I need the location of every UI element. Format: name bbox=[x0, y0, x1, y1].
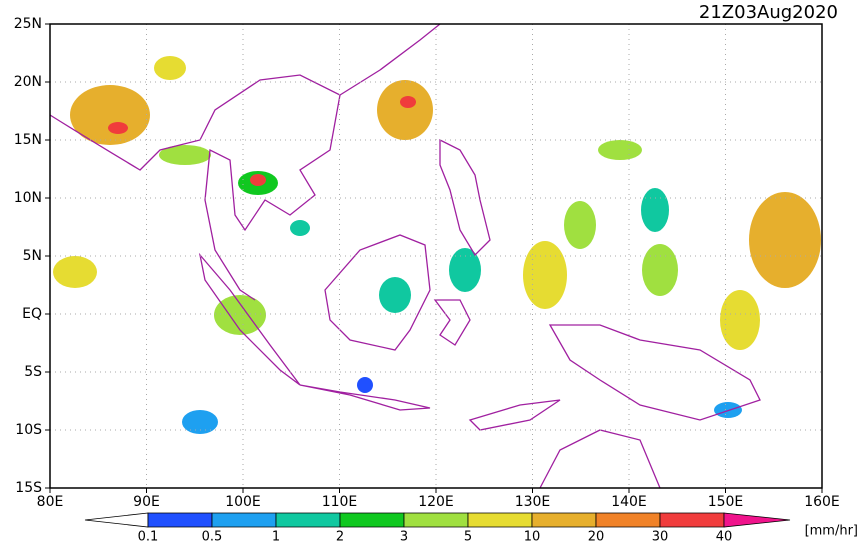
colorbar-label: 30 bbox=[652, 530, 669, 545]
rain-area bbox=[70, 85, 150, 145]
rain-area bbox=[400, 96, 416, 108]
colorbar-units: [mm/hr] bbox=[805, 524, 858, 539]
x-tick-label: 130E bbox=[515, 494, 551, 510]
coastline bbox=[339, 23, 441, 96]
rain-area bbox=[108, 122, 128, 134]
rain-area bbox=[642, 244, 678, 296]
coastline bbox=[324, 234, 431, 351]
y-tick-label: 10N bbox=[14, 190, 42, 206]
rain-area bbox=[449, 248, 481, 292]
x-tick-label: 80E bbox=[37, 494, 64, 510]
y-tick-label: 15N bbox=[14, 132, 42, 148]
y-tick-label: 25N bbox=[14, 16, 42, 32]
colorbar-swatch bbox=[403, 512, 469, 528]
colorbar-label: 40 bbox=[716, 530, 733, 545]
rain-area bbox=[250, 174, 266, 186]
rain-area bbox=[182, 410, 218, 434]
rain-area bbox=[749, 192, 821, 288]
colorbar-swatch bbox=[467, 512, 533, 528]
colorbar-label: 5 bbox=[464, 530, 472, 545]
coastline bbox=[539, 429, 661, 489]
x-tick-label: 160E bbox=[804, 494, 840, 510]
title: 21Z03Aug2020 bbox=[699, 2, 838, 23]
rain-area bbox=[379, 277, 411, 313]
colorbar-swatch bbox=[211, 512, 277, 528]
rain-area bbox=[159, 145, 211, 165]
y-tick-label: EQ bbox=[22, 306, 42, 322]
coastline bbox=[198, 252, 301, 386]
y-tick-label: 10S bbox=[15, 422, 42, 438]
rain-area bbox=[377, 80, 433, 140]
x-tick-label: 110E bbox=[322, 494, 358, 510]
colorbar-label: 0.5 bbox=[202, 530, 223, 545]
colorbar-label: 10 bbox=[524, 530, 541, 545]
colorbar-label: 2 bbox=[336, 530, 344, 545]
coastline bbox=[299, 384, 431, 411]
x-tick-label: 150E bbox=[708, 494, 744, 510]
colorbar-swatch bbox=[723, 512, 791, 528]
x-tick-label: 140E bbox=[611, 494, 647, 510]
colorbar-swatch bbox=[147, 512, 213, 528]
colorbar-swatch bbox=[275, 512, 341, 528]
x-tick-label: 90E bbox=[133, 494, 160, 510]
rain-area bbox=[598, 140, 642, 160]
rain-area bbox=[290, 220, 310, 236]
coastline bbox=[439, 138, 491, 257]
colorbar-label: 0.1 bbox=[138, 530, 159, 545]
x-tick-label: 120E bbox=[418, 494, 454, 510]
colorbar-label: 20 bbox=[588, 530, 605, 545]
rain-area bbox=[641, 188, 669, 232]
rain-area bbox=[523, 241, 567, 309]
y-tick-label: 15S bbox=[15, 480, 42, 496]
y-tick-label: 20N bbox=[14, 74, 42, 90]
colorbar-swatch bbox=[339, 512, 405, 528]
coastline bbox=[548, 324, 761, 421]
colorbar-swatch bbox=[595, 512, 661, 528]
colorbar-swatch bbox=[84, 512, 149, 528]
x-tick-label: 100E bbox=[225, 494, 261, 510]
rain-area bbox=[53, 256, 97, 288]
colorbar-label: 3 bbox=[400, 530, 408, 545]
coastline bbox=[433, 299, 471, 346]
coastline bbox=[468, 399, 561, 431]
rain-area bbox=[564, 201, 596, 249]
coastline bbox=[49, 74, 341, 301]
rain-area bbox=[154, 56, 186, 80]
colorbar-label: 1 bbox=[272, 530, 280, 545]
y-tick-label: 5N bbox=[23, 248, 42, 264]
rain-area bbox=[214, 295, 266, 335]
colorbar-swatch bbox=[531, 512, 597, 528]
rain-area bbox=[720, 290, 760, 350]
y-tick-label: 5S bbox=[24, 364, 42, 380]
rain-area bbox=[357, 377, 373, 393]
precipitation-field bbox=[53, 56, 821, 434]
colorbar-swatch bbox=[659, 512, 725, 528]
